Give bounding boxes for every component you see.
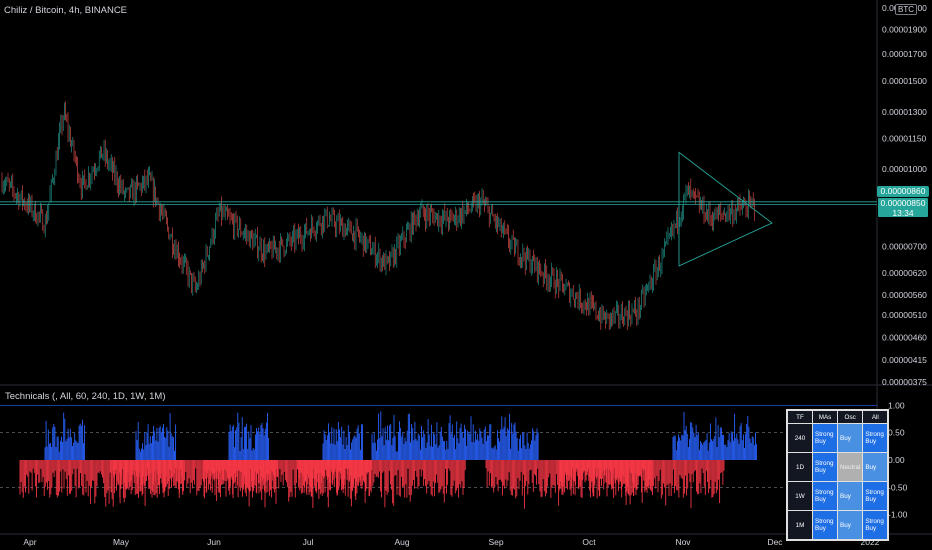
th-all: All bbox=[862, 409, 889, 424]
row-tf: 1W bbox=[786, 481, 813, 511]
technicals-tick-label: 0.00 bbox=[888, 455, 905, 465]
technicals-table: TF MAs Osc All 240 Strong Buy Buy Strong… bbox=[786, 409, 890, 541]
price-tick-label: 0.00000415 bbox=[882, 355, 927, 365]
row-tf: 1M bbox=[786, 510, 813, 541]
price-tick-label: 0.00001000 bbox=[882, 164, 927, 174]
row-all: Strong Buy bbox=[862, 510, 889, 541]
price-tick-label: 0.00001500 bbox=[882, 76, 927, 86]
table-row: 1D Strong Buy Neutral Buy bbox=[786, 452, 889, 482]
row-all: Strong Buy bbox=[862, 423, 889, 453]
th-osc: Osc bbox=[836, 409, 864, 424]
row-mas: Strong Buy bbox=[812, 510, 838, 541]
time-tick-label: Jun bbox=[207, 537, 221, 547]
triangle-pattern bbox=[678, 151, 773, 267]
row-all: Buy bbox=[862, 452, 889, 482]
time-tick-label: Oct bbox=[582, 537, 596, 547]
price-tick-label: 0.00000460 bbox=[882, 333, 927, 343]
time-tick-label: 2022 bbox=[861, 537, 880, 547]
time-tick-label: Nov bbox=[675, 537, 691, 547]
time-tick-label: Sep bbox=[488, 537, 503, 547]
current-price: 0.00000850 bbox=[880, 198, 926, 208]
row-osc: Buy bbox=[836, 481, 864, 511]
price-tick-label: 0.00001150 bbox=[882, 134, 927, 144]
row-osc: Buy bbox=[836, 510, 864, 541]
technicals-tick-label: 1.00 bbox=[888, 400, 905, 410]
price-tick-label: 0.00001700 bbox=[882, 49, 927, 59]
row-mas: Strong Buy bbox=[812, 481, 838, 511]
price-tag-current: 0.00000850 13:34 bbox=[877, 197, 929, 218]
time-tick-label: Apr bbox=[23, 537, 36, 547]
time-tick-label: May bbox=[113, 537, 130, 547]
indicator-title[interactable]: Technicals (, All, 60, 240, 1D, 1W, 1M) bbox=[5, 391, 166, 402]
row-mas: Strong Buy bbox=[812, 452, 838, 482]
price-tick-label: 0.00001300 bbox=[882, 107, 927, 117]
table-row: 1M Strong Buy Buy Strong Buy bbox=[786, 510, 889, 541]
price-tag-upper: 0.00000860 bbox=[877, 186, 929, 197]
row-mas: Strong Buy bbox=[812, 423, 838, 453]
technicals-histogram bbox=[0, 405, 877, 509]
bar-countdown: 13:34 bbox=[892, 208, 914, 218]
price-tick-label: 0.00000700 bbox=[882, 242, 927, 252]
price-tick-label: 0.00000560 bbox=[882, 290, 927, 300]
price-tick-label: 0.00000620 bbox=[882, 268, 927, 278]
technicals-tick-label: -0.50 bbox=[888, 482, 908, 492]
table-row: 1W Strong Buy Buy Strong Buy bbox=[786, 481, 889, 511]
technicals-tick-label: 0.50 bbox=[888, 428, 905, 438]
row-all: Strong Buy bbox=[862, 481, 889, 511]
symbol-title[interactable]: Chiliz / Bitcoin, 4h, BINANCE bbox=[4, 5, 128, 16]
time-tick-label: Jul bbox=[303, 537, 314, 547]
technicals-tick-label: -1.00 bbox=[888, 510, 908, 520]
price-tick-label: 0.00001900 bbox=[882, 25, 927, 35]
table-row: 240 Strong Buy Buy Strong Buy bbox=[786, 423, 889, 453]
time-tick-label: Dec bbox=[767, 537, 783, 547]
th-mas: MAs bbox=[812, 409, 838, 424]
quote-currency-badge[interactable]: BTC bbox=[895, 4, 917, 15]
row-osc: Neutral bbox=[836, 452, 864, 482]
row-osc: Buy bbox=[836, 423, 864, 453]
th-tf: TF bbox=[786, 409, 813, 424]
candles-layer bbox=[1, 101, 755, 331]
row-tf: 240 bbox=[786, 423, 813, 453]
row-tf: 1D bbox=[786, 452, 813, 482]
price-tick-label: 0.00000510 bbox=[882, 310, 927, 320]
time-tick-label: Aug bbox=[394, 537, 409, 547]
price-tick-label: 0.00000375 bbox=[882, 377, 927, 387]
